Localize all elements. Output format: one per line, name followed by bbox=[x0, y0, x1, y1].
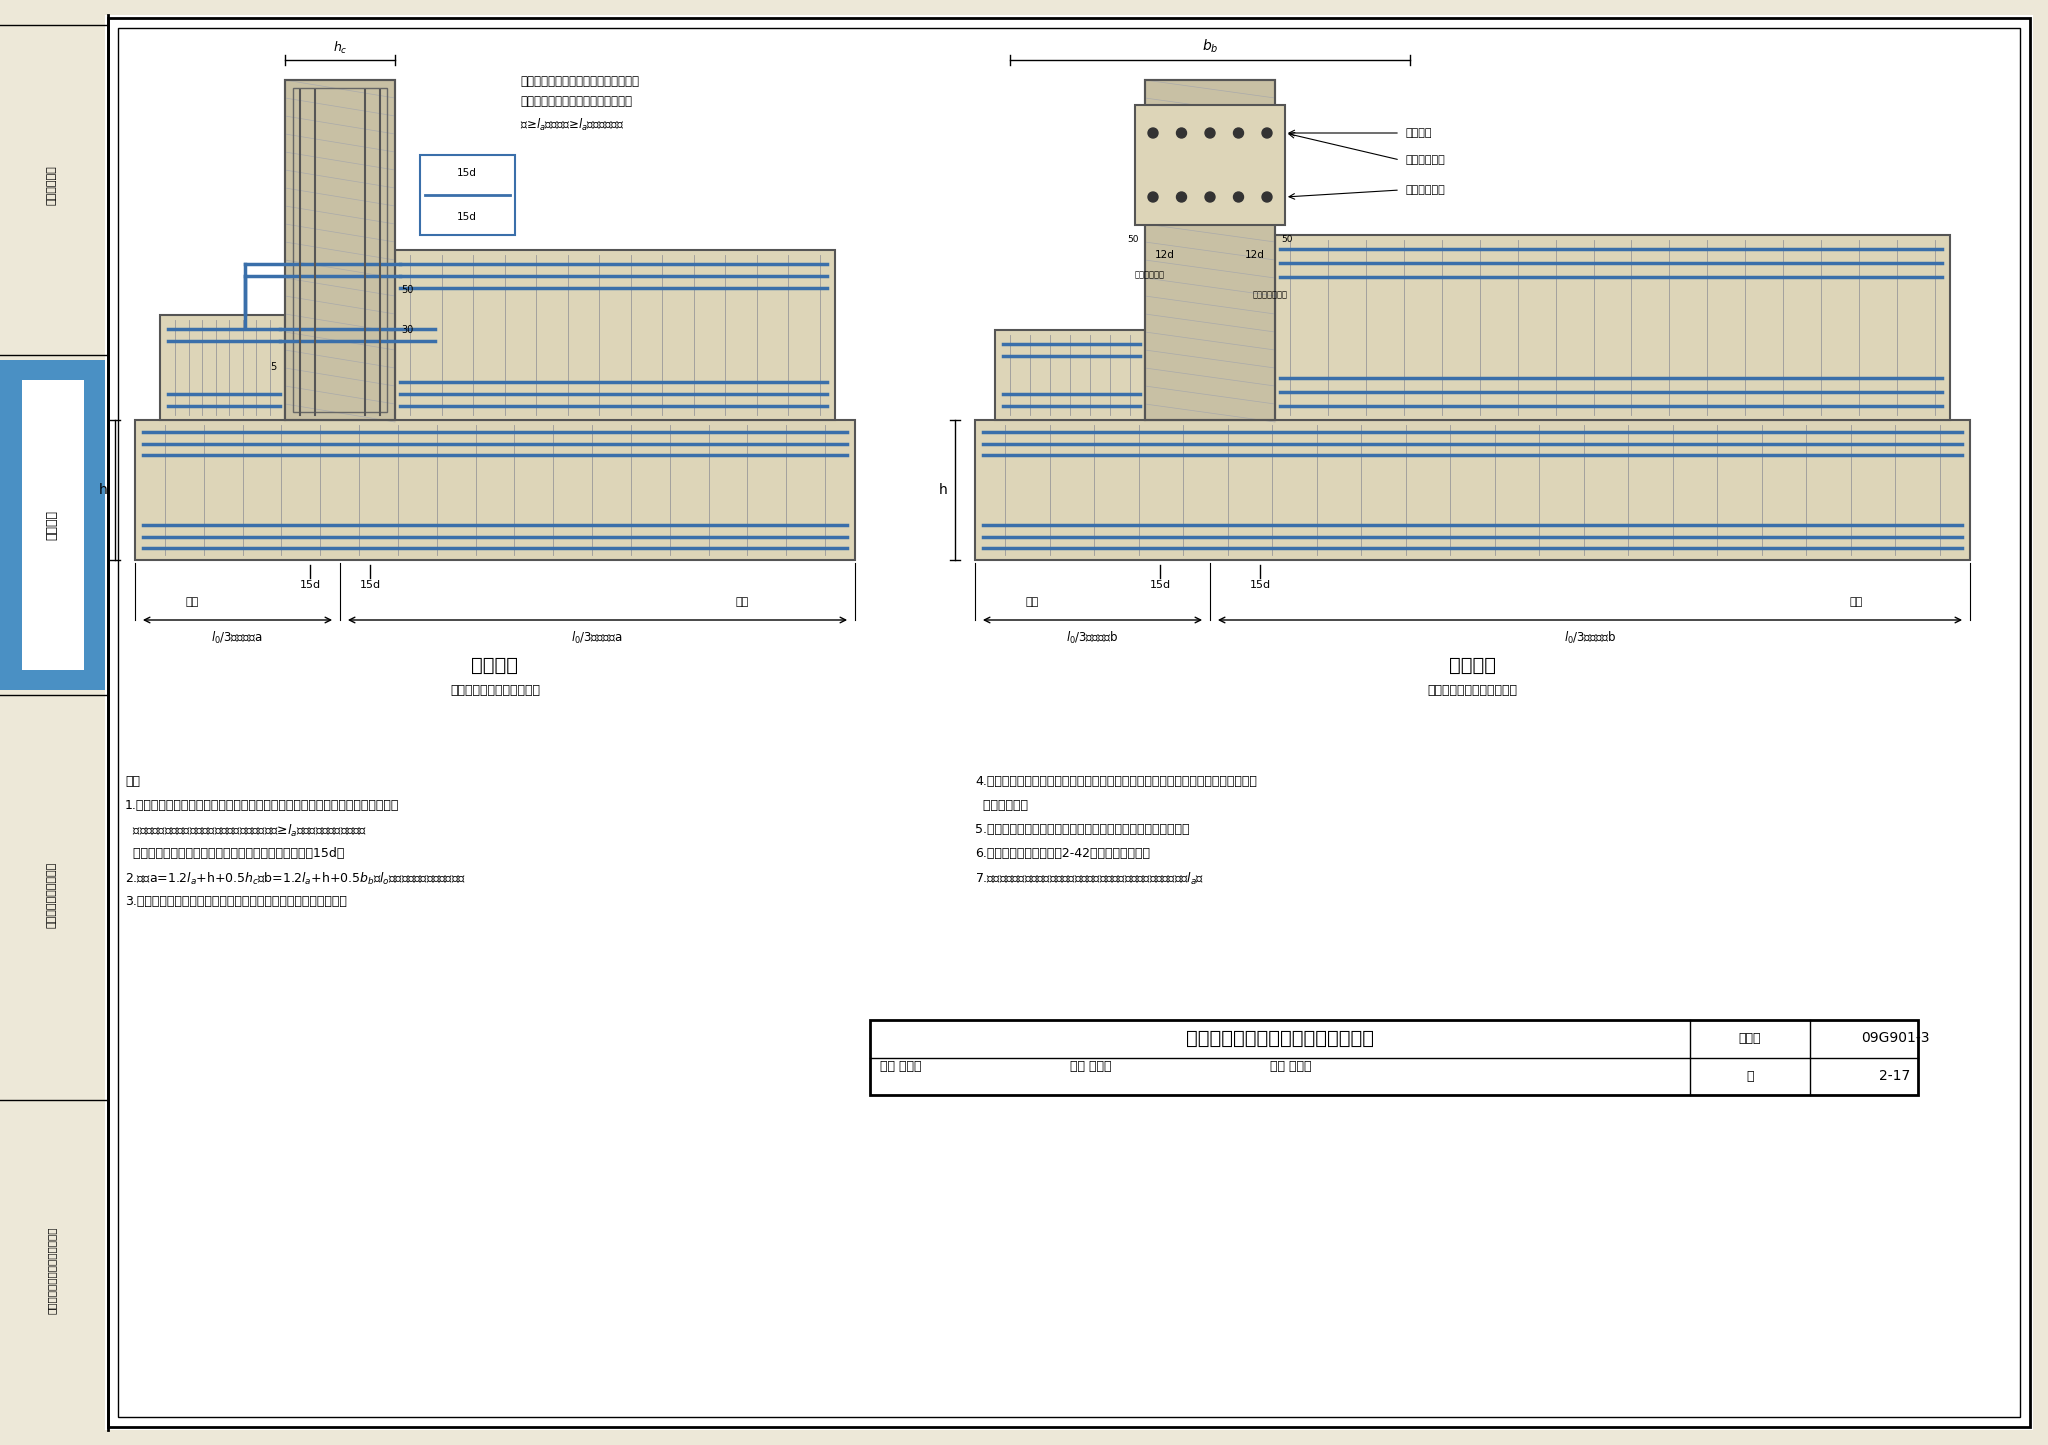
Text: 50: 50 bbox=[401, 285, 414, 295]
Text: 设计 王怀元: 设计 王怀元 bbox=[1270, 1061, 1311, 1074]
Bar bbox=[975, 420, 1970, 561]
Text: 筋贯通支座。: 筋贯通支座。 bbox=[975, 799, 1028, 812]
Text: 15d: 15d bbox=[1149, 579, 1171, 590]
Text: 独立基础、条形基础、桩基承台: 独立基础、条形基础、桩基承台 bbox=[47, 1227, 57, 1314]
Circle shape bbox=[1176, 129, 1186, 139]
Text: 50: 50 bbox=[1282, 236, 1292, 244]
Bar bbox=[1276, 236, 1950, 420]
Text: 页: 页 bbox=[1747, 1069, 1753, 1082]
Circle shape bbox=[1149, 129, 1157, 139]
Circle shape bbox=[1149, 192, 1157, 202]
Text: 2.图中a=1.2$l_a$+h+0.5$h_c$，b=1.2$l_a$+h+0.5$b_b$，$l_o$为支座两侧跨度的较大值。: 2.图中a=1.2$l_a$+h+0.5$h_c$，b=1.2$l_a$+h+0… bbox=[125, 871, 465, 887]
Circle shape bbox=[1204, 192, 1214, 202]
Bar bbox=[395, 250, 836, 420]
Text: 15d: 15d bbox=[1249, 579, 1270, 590]
Text: 校对 张工文: 校对 张工文 bbox=[1069, 1061, 1112, 1074]
Text: 基础次梁: 基础次梁 bbox=[1448, 656, 1495, 675]
Text: 时，可在尽端钢筋内侧向下弯折，向下弯折长度不小于15d。: 时，可在尽端钢筋内侧向下弯折，向下弯折长度不小于15d。 bbox=[125, 847, 344, 860]
Text: 1.支座两侧的钢筋应协调配置，梁宽较小一侧的钢筋应全部贯通支座。宽出部位的: 1.支座两侧的钢筋应协调配置，梁宽较小一侧的钢筋应全部贯通支座。宽出部位的 bbox=[125, 799, 399, 812]
Bar bbox=[870, 1020, 1919, 1095]
Text: 15d: 15d bbox=[457, 212, 477, 223]
Text: 15d: 15d bbox=[360, 579, 381, 590]
Bar bbox=[285, 79, 395, 420]
Circle shape bbox=[1233, 129, 1243, 139]
Circle shape bbox=[1176, 192, 1186, 202]
Text: 垫层: 垫层 bbox=[1849, 597, 1864, 607]
Text: 上、下排纵向钢筋，伸至支座尽端钢筋内侧，总锚长≥$l_a$，当直锚段不能满足要求: 上、下排纵向钢筋，伸至支座尽端钢筋内侧，总锚长≥$l_a$，当直锚段不能满足要求 bbox=[125, 824, 367, 840]
Circle shape bbox=[1262, 192, 1272, 202]
Text: 30: 30 bbox=[401, 325, 414, 335]
Text: 下部多余钢筋: 下部多余钢筋 bbox=[1405, 185, 1444, 195]
Text: 5: 5 bbox=[270, 363, 276, 371]
Text: 审核 黄志刚: 审核 黄志刚 bbox=[881, 1061, 922, 1074]
Text: 且至少到主梁中: 且至少到主梁中 bbox=[1253, 290, 1288, 299]
Text: 3.节点区域内箍筋设置应满足本图集中基础梁箍筋排布构造要求。: 3.节点区域内箍筋设置应满足本图集中基础梁箍筋排布构造要求。 bbox=[125, 894, 346, 907]
Bar bbox=[420, 155, 514, 236]
Text: 15d: 15d bbox=[457, 168, 477, 178]
Text: 至少到主梁中: 至少到主梁中 bbox=[1135, 270, 1165, 279]
Text: 6.柱插筋应满足本图集第2-42页中的构造要求。: 6.柱插筋应满足本图集第2-42页中的构造要求。 bbox=[975, 847, 1151, 860]
Text: 15d: 15d bbox=[299, 579, 322, 590]
Circle shape bbox=[1204, 129, 1214, 139]
Text: $l_0$/3且不小于a: $l_0$/3且不小于a bbox=[571, 630, 623, 646]
Bar bbox=[293, 88, 387, 412]
Text: 支座右侧梁宽大于左侧梁宽: 支座右侧梁宽大于左侧梁宽 bbox=[1427, 683, 1518, 696]
Text: 垫层: 垫层 bbox=[735, 597, 748, 607]
Bar bbox=[135, 420, 854, 561]
Text: 上部多余钢筋: 上部多余钢筋 bbox=[1405, 155, 1444, 165]
Bar bbox=[0, 360, 104, 691]
Text: 12d: 12d bbox=[1155, 250, 1176, 260]
Text: 支座右侧梁宽大于左侧梁宽: 支座右侧梁宽大于左侧梁宽 bbox=[451, 683, 541, 696]
Text: 2-17: 2-17 bbox=[1880, 1069, 1911, 1082]
Text: h: h bbox=[938, 483, 948, 497]
Text: 图集号: 图集号 bbox=[1739, 1032, 1761, 1045]
Text: 09G901-3: 09G901-3 bbox=[1862, 1030, 1929, 1045]
Text: 5.基础主梁相交处的交叉钢筋的位置关系，应按具体设计说明。: 5.基础主梁相交处的交叉钢筋的位置关系，应按具体设计说明。 bbox=[975, 824, 1190, 837]
Text: 支座两侧基础梁宽度不同时钢筋排布: 支座两侧基础梁宽度不同时钢筋排布 bbox=[1186, 1029, 1374, 1048]
Text: 筏形基础和地下室结构: 筏形基础和地下室结构 bbox=[47, 861, 57, 928]
Text: 50: 50 bbox=[1126, 236, 1139, 244]
Text: $l_0$/3且不小于a: $l_0$/3且不小于a bbox=[211, 630, 262, 646]
Bar bbox=[285, 79, 395, 420]
Text: 垫层: 垫层 bbox=[1024, 597, 1038, 607]
Text: 基础主筋: 基础主筋 bbox=[1405, 129, 1432, 139]
Text: 一般构造要求: 一般构造要求 bbox=[47, 165, 57, 205]
Text: 4.当基础梁中间支座两侧的腰筋相同且锚固长度之和不小于梁宽时，可直接将两侧腰: 4.当基础梁中间支座两侧的腰筋相同且锚固长度之和不小于梁宽时，可直接将两侧腰 bbox=[975, 775, 1257, 788]
Text: $h_c$: $h_c$ bbox=[332, 40, 348, 56]
Text: 7.当设计注明基础梁中的侧面钢筋为抗扭钢筋且未贯通施工时，锚固长度为$l_a$。: 7.当设计注明基础梁中的侧面钢筋为抗扭钢筋且未贯通施工时，锚固长度为$l_a$。 bbox=[975, 871, 1204, 887]
Bar bbox=[1145, 79, 1276, 420]
Text: $b_b$: $b_b$ bbox=[1202, 38, 1219, 55]
Bar bbox=[160, 315, 285, 420]
Text: 注：: 注： bbox=[125, 775, 139, 788]
Text: 垫层: 垫层 bbox=[184, 597, 199, 607]
Text: 筏形基础: 筏形基础 bbox=[45, 510, 59, 540]
Text: $l_0$/3且不小于b: $l_0$/3且不小于b bbox=[1065, 630, 1118, 646]
Text: 基础主梁: 基础主梁 bbox=[471, 656, 518, 675]
Circle shape bbox=[1233, 192, 1243, 202]
Text: 12d: 12d bbox=[1245, 250, 1266, 260]
Bar bbox=[23, 380, 84, 670]
Bar bbox=[1135, 105, 1284, 225]
Bar bbox=[1145, 79, 1276, 420]
Text: $l_0$/3且不小于b: $l_0$/3且不小于b bbox=[1565, 630, 1616, 646]
Bar bbox=[995, 329, 1145, 420]
Circle shape bbox=[1262, 129, 1272, 139]
Text: h: h bbox=[98, 483, 106, 497]
Text: 宽出部位的上下第一排纵筋连通设置，
第二排纵筋伸至尽端内侧，总锚固长
度≥$l_a$，当直锚≥$l_a$时，可不弯折: 宽出部位的上下第一排纵筋连通设置， 第二排纵筋伸至尽端内侧，总锚固长 度≥$l_… bbox=[520, 75, 639, 133]
